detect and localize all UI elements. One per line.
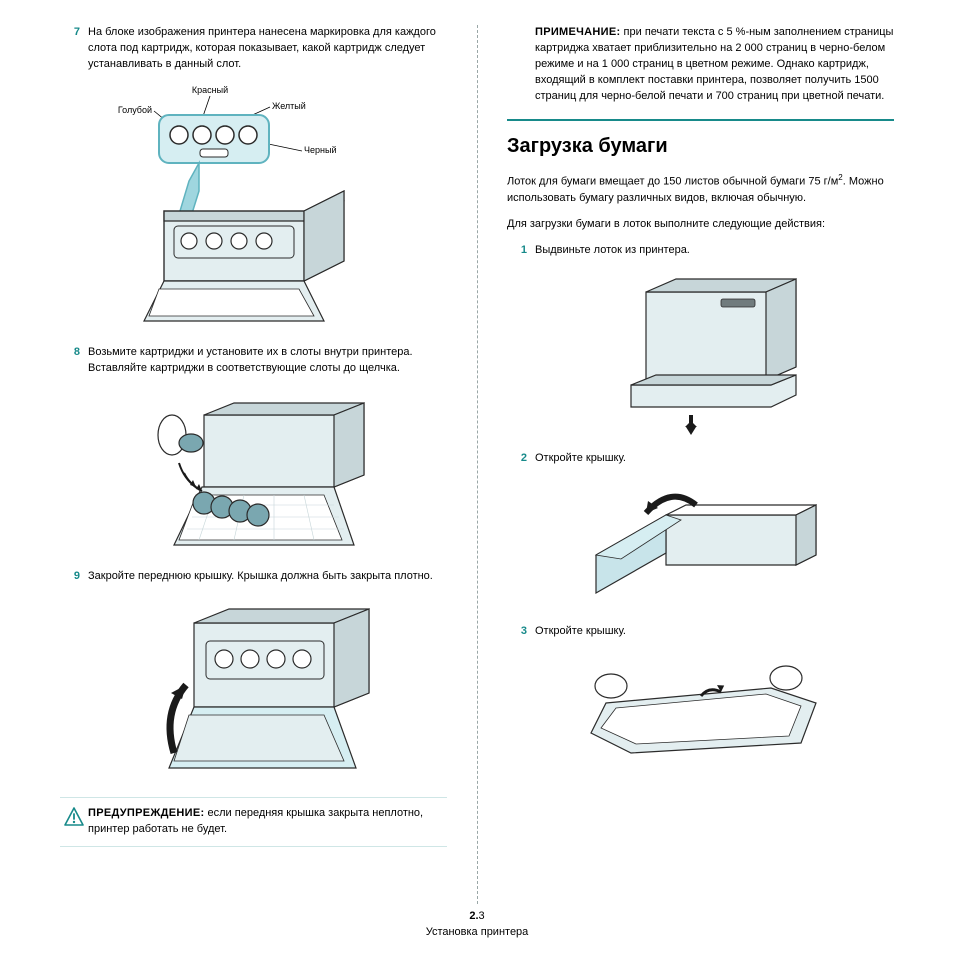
label-black: Черный: [304, 145, 336, 155]
step-number: 7: [60, 25, 88, 73]
illustration-step1: [507, 267, 894, 437]
section-intro-2: Для загрузки бумаги в лоток выполните сл…: [507, 216, 894, 233]
section-rule: [507, 119, 894, 121]
page-footer: 2.3 Установка принтера: [0, 909, 954, 940]
step-number: 2: [507, 451, 535, 467]
step-text: На блоке изображения принтера нанесена м…: [88, 25, 447, 73]
illustration-step7: Красный Голубой Желтый Черный: [60, 81, 447, 331]
illustration-step2: [507, 475, 894, 610]
step-9: 9 Закройте переднюю крышку. Крышка должн…: [60, 569, 447, 585]
step-text: Выдвиньте лоток из принтера.: [535, 243, 894, 259]
chapter-no: 2.: [469, 910, 478, 922]
label-yellow: Желтый: [272, 101, 306, 111]
illustration-step9: [60, 593, 447, 783]
left-column: 7 На блоке изображения принтера нанесена…: [60, 25, 477, 944]
step-number: 3: [507, 624, 535, 640]
step-text: Возьмите картриджи и установите их в сло…: [88, 345, 447, 377]
step-text: Откройте крышку.: [535, 624, 894, 640]
note-box: ПРИМЕЧАНИЕ: при печати текста с 5 %-ным …: [507, 25, 894, 105]
illustration-step3: [507, 648, 894, 768]
step-1: 1 Выдвиньте лоток из принтера.: [507, 243, 894, 259]
section-intro-1: Лоток для бумаги вмещает до 150 листов о…: [507, 172, 894, 207]
step-text: Закройте переднюю крышку. Крышка должна …: [88, 569, 447, 585]
step-number: 1: [507, 243, 535, 259]
step-number: 8: [60, 345, 88, 377]
label-red: Красный: [191, 85, 227, 95]
step-3: 3 Откройте крышку.: [507, 624, 894, 640]
right-column: ПРИМЕЧАНИЕ: при печати текста с 5 %-ным …: [477, 25, 894, 944]
step-7: 7 На блоке изображения принтера нанесена…: [60, 25, 447, 73]
intro1-a: Лоток для бумаги вмещает до 150 листов о…: [507, 175, 838, 187]
step-text: Откройте крышку.: [535, 451, 894, 467]
printer-diagram: [144, 191, 344, 321]
warning-text: ПРЕДУПРЕЖДЕНИЕ: если передняя крышка зак…: [88, 806, 447, 838]
step-8: 8 Возьмите картриджи и установите их в с…: [60, 345, 447, 377]
warning-box: ПРЕДУПРЕЖДЕНИЕ: если передняя крышка зак…: [60, 797, 447, 847]
illustration-step8: [60, 385, 447, 555]
page-number: 2.3: [0, 909, 954, 924]
page-no: 3: [479, 910, 485, 922]
footer-section: Установка принтера: [0, 925, 954, 940]
label-cyan: Голубой: [117, 105, 151, 115]
section-title: Загрузка бумаги: [507, 135, 894, 158]
warning-label: ПРЕДУПРЕЖДЕНИЕ:: [88, 807, 204, 819]
warning-icon: [60, 806, 88, 828]
step-2: 2 Откройте крышку.: [507, 451, 894, 467]
step-number: 9: [60, 569, 88, 585]
note-label: ПРИМЕЧАНИЕ:: [535, 26, 620, 38]
